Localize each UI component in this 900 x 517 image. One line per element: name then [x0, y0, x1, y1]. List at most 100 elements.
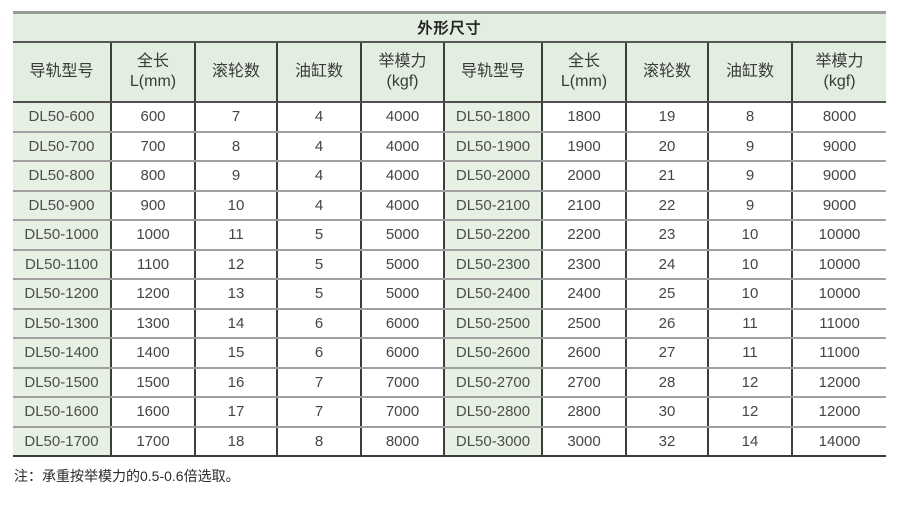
model-cell: DL50-600	[13, 101, 112, 133]
value-cell: 6	[276, 337, 362, 369]
value-cell: 8000	[790, 101, 887, 133]
model-cell: DL50-2800	[443, 396, 543, 428]
value-cell: 7	[194, 101, 278, 133]
value-cell: 2300	[541, 248, 627, 280]
model-cell: DL50-1300	[13, 307, 112, 339]
model-cell: DL50-800	[13, 160, 112, 192]
value-cell: 8	[194, 130, 278, 162]
value-cell: 800	[110, 160, 196, 192]
column-header: 全长 L(mm)	[541, 42, 627, 103]
column-header-line1: 导轨型号	[460, 63, 525, 80]
value-cell: 14	[194, 307, 278, 339]
value-cell: 12	[707, 396, 793, 428]
value-cell: 11	[707, 307, 793, 339]
value-cell: 8	[707, 101, 793, 133]
value-cell: 2000	[541, 160, 627, 192]
model-cell: DL50-2300	[443, 248, 543, 280]
title-row: 外形尺寸	[13, 11, 887, 43]
model-cell: DL50-1700	[13, 425, 112, 457]
value-cell: 10	[194, 189, 278, 221]
table-row: DL50-600 600 7 4 4000 DL50-1800 1800 19 8 8000	[13, 101, 887, 133]
model-cell: DL50-700	[13, 130, 112, 162]
value-cell: 1300	[110, 307, 196, 339]
model-cell: DL50-2700	[443, 366, 543, 398]
value-cell: 4000	[360, 160, 445, 192]
value-cell: 5000	[360, 248, 445, 280]
model-cell: DL50-2600	[443, 337, 543, 369]
table-row: DL50-1000 1000 11 5 5000 DL50-2200 2200 23 10 100…	[13, 219, 887, 251]
value-cell: 10	[707, 248, 793, 280]
column-header-line1: 油缸数	[725, 63, 774, 80]
dimensions-table: 外形尺寸 导轨型号 全长 L(mm) 滚轮数 油缸数 举模力 (kgf) 导轨型号 全长 L(mm…	[13, 11, 887, 457]
value-cell: 12000	[790, 396, 887, 428]
column-header-line1: 滚轮数	[211, 63, 260, 80]
model-cell: DL50-3000	[443, 425, 543, 457]
table-row: DL50-1100 1100 12 5 5000 DL50-2300 2300 24 10 100…	[13, 248, 887, 280]
model-cell: DL50-1200	[13, 278, 112, 310]
value-cell: 12000	[790, 366, 887, 398]
value-cell: 12	[194, 248, 278, 280]
value-cell: 5000	[360, 278, 445, 310]
value-cell: 2100	[541, 189, 627, 221]
value-cell: 24	[625, 248, 709, 280]
value-cell: 4	[276, 101, 362, 133]
value-cell: 2700	[541, 366, 627, 398]
value-cell: 5	[276, 219, 362, 251]
value-cell: 4	[276, 160, 362, 192]
column-header-line2: (kgf)	[823, 73, 856, 90]
table-row: DL50-1600 1600 17 7 7000 DL50-2800 2800 30 12 120…	[13, 396, 887, 428]
column-header-line1: 举模力	[815, 53, 864, 70]
value-cell: 1800	[541, 101, 627, 133]
model-cell: DL50-1800	[443, 101, 543, 133]
column-header-line2: (kgf)	[386, 73, 419, 90]
table-row: DL50-700 700 8 4 4000 DL50-1900 1900 20 9 9000	[13, 130, 887, 162]
value-cell: 22	[625, 189, 709, 221]
value-cell: 9	[707, 160, 793, 192]
value-cell: 16	[194, 366, 278, 398]
column-header: 滚轮数	[194, 42, 278, 103]
value-cell: 7	[276, 396, 362, 428]
column-header: 举模力 (kgf)	[360, 42, 445, 103]
value-cell: 9	[707, 189, 793, 221]
column-header: 全长 L(mm)	[110, 42, 196, 103]
column-header-line1: 全长	[567, 53, 600, 70]
value-cell: 20	[625, 130, 709, 162]
model-cell: DL50-2200	[443, 219, 543, 251]
value-cell: 5000	[360, 219, 445, 251]
value-cell: 9000	[790, 160, 887, 192]
value-cell: 23	[625, 219, 709, 251]
model-cell: DL50-900	[13, 189, 112, 221]
model-cell: DL50-2400	[443, 278, 543, 310]
value-cell: 4	[276, 130, 362, 162]
column-header: 油缸数	[276, 42, 362, 103]
value-cell: 1000	[110, 219, 196, 251]
value-cell: 2400	[541, 278, 627, 310]
value-cell: 19	[625, 101, 709, 133]
value-cell: 25	[625, 278, 709, 310]
value-cell: 32	[625, 425, 709, 457]
value-cell: 2800	[541, 396, 627, 428]
table-row: DL50-1400 1400 15 6 6000 DL50-2600 2600 27 11 110…	[13, 337, 887, 369]
value-cell: 5	[276, 248, 362, 280]
value-cell: 4000	[360, 101, 445, 133]
value-cell: 1100	[110, 248, 196, 280]
value-cell: 1700	[110, 425, 196, 457]
model-cell: DL50-2500	[443, 307, 543, 339]
value-cell: 10000	[790, 248, 887, 280]
value-cell: 7000	[360, 366, 445, 398]
value-cell: 26	[625, 307, 709, 339]
column-header: 油缸数	[707, 42, 793, 103]
value-cell: 9	[707, 130, 793, 162]
value-cell: 7000	[360, 396, 445, 428]
value-cell: 21	[625, 160, 709, 192]
value-cell: 2200	[541, 219, 627, 251]
model-cell: DL50-2000	[443, 160, 543, 192]
value-cell: 28	[625, 366, 709, 398]
value-cell: 3000	[541, 425, 627, 457]
column-header: 举模力 (kgf)	[790, 42, 887, 103]
value-cell: 9000	[790, 189, 887, 221]
value-cell: 10000	[790, 278, 887, 310]
model-cell: DL50-1400	[13, 337, 112, 369]
value-cell: 10	[707, 219, 793, 251]
catalog-page: 外形尺寸 导轨型号 全长 L(mm) 滚轮数 油缸数 举模力 (kgf) 导轨型号 全长 L(mm…	[13, 11, 887, 486]
